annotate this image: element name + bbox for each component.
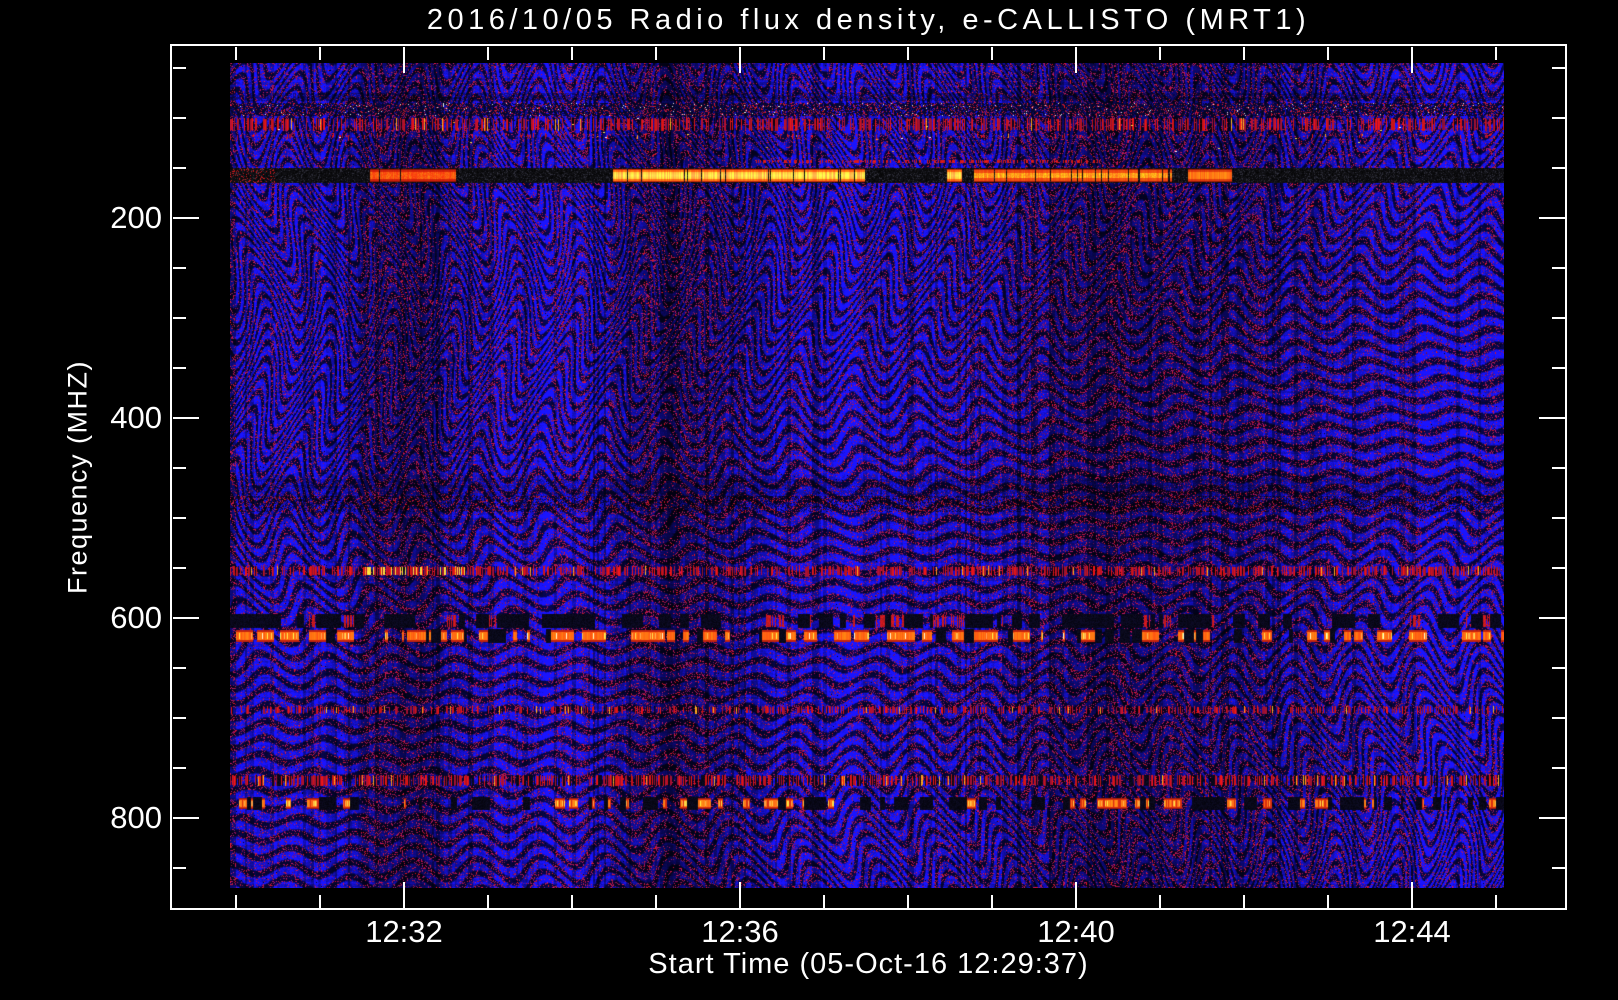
y-axis-tick	[1552, 767, 1565, 769]
plot-frame	[170, 44, 1567, 910]
x-axis-tick	[1411, 882, 1413, 908]
spectrogram-image	[230, 63, 1504, 888]
y-axis-tick	[1552, 267, 1565, 269]
x-tick-label: 12:40	[1037, 914, 1115, 949]
y-axis-tick	[1552, 717, 1565, 719]
x-axis-tick	[1159, 895, 1161, 908]
y-tick-label: 200	[110, 200, 162, 235]
y-axis-tick	[173, 867, 186, 869]
y-axis-tick	[173, 467, 186, 469]
x-axis-tick	[907, 47, 909, 60]
chart-title: 2016/10/05 Radio flux density, e-CALLIST…	[426, 4, 1311, 36]
y-axis-tick	[173, 117, 186, 119]
x-axis-tick	[1495, 47, 1497, 60]
x-axis-tick	[235, 47, 237, 60]
x-axis-tick	[739, 47, 741, 73]
y-axis-tick	[1552, 167, 1565, 169]
x-axis-tick	[991, 895, 993, 908]
x-axis-tick	[319, 47, 321, 60]
y-axis-tick	[1552, 367, 1565, 369]
x-tick-label: 12:32	[365, 914, 443, 949]
x-axis-tick	[487, 47, 489, 60]
x-axis-tick	[1243, 895, 1245, 908]
x-axis-tick	[1495, 895, 1497, 908]
y-axis-tick	[173, 667, 186, 669]
y-axis-title: Frequency (MHZ)	[62, 359, 93, 595]
y-axis-tick	[173, 517, 186, 519]
y-axis-tick	[173, 267, 186, 269]
y-axis-tick	[1552, 667, 1565, 669]
y-axis-tick	[1552, 467, 1565, 469]
x-axis-tick	[1411, 47, 1413, 73]
x-axis-tick	[655, 895, 657, 908]
y-axis-tick	[1552, 867, 1565, 869]
x-axis-tick	[403, 882, 405, 908]
y-axis-tick	[1552, 67, 1565, 69]
y-axis-tick	[1552, 317, 1565, 319]
x-axis-tick	[1075, 882, 1077, 908]
y-axis-tick	[173, 817, 199, 819]
x-axis-tick	[1327, 895, 1329, 908]
y-axis-tick	[173, 217, 199, 219]
x-axis-tick	[907, 895, 909, 908]
y-tick-label: 400	[110, 400, 162, 435]
x-axis-tick	[991, 47, 993, 60]
y-axis-tick	[173, 317, 186, 319]
y-axis-tick	[173, 717, 186, 719]
x-axis-tick	[739, 882, 741, 908]
x-axis-tick	[571, 895, 573, 908]
y-axis-tick	[173, 567, 186, 569]
x-axis-tick	[487, 895, 489, 908]
y-axis-tick	[1539, 217, 1565, 219]
y-tick-label: 800	[110, 800, 162, 835]
x-axis-tick	[655, 47, 657, 60]
x-axis-title: Start Time (05-Oct-16 12:29:37)	[648, 948, 1089, 980]
x-axis-tick	[319, 895, 321, 908]
y-axis-tick	[173, 617, 199, 619]
y-tick-label: 600	[110, 600, 162, 635]
y-axis-tick	[173, 417, 199, 419]
x-axis-tick	[1327, 47, 1329, 60]
x-axis-tick	[1243, 47, 1245, 60]
y-axis-tick	[1539, 617, 1565, 619]
y-axis-tick	[1552, 567, 1565, 569]
x-axis-tick	[823, 47, 825, 60]
x-tick-label: 12:44	[1373, 914, 1451, 949]
y-axis-tick	[173, 767, 186, 769]
x-axis-tick	[1075, 47, 1077, 73]
x-tick-label: 12:36	[701, 914, 779, 949]
y-axis-tick	[173, 367, 186, 369]
y-axis-tick	[1552, 117, 1565, 119]
y-axis-tick	[173, 67, 186, 69]
y-axis-tick	[1539, 817, 1565, 819]
x-axis-tick	[571, 47, 573, 60]
x-axis-tick	[1159, 47, 1161, 60]
y-axis-tick	[1539, 417, 1565, 419]
x-axis-tick	[823, 895, 825, 908]
y-axis-tick	[173, 167, 186, 169]
x-axis-tick	[403, 47, 405, 73]
y-axis-tick	[1552, 517, 1565, 519]
x-axis-tick	[235, 895, 237, 908]
